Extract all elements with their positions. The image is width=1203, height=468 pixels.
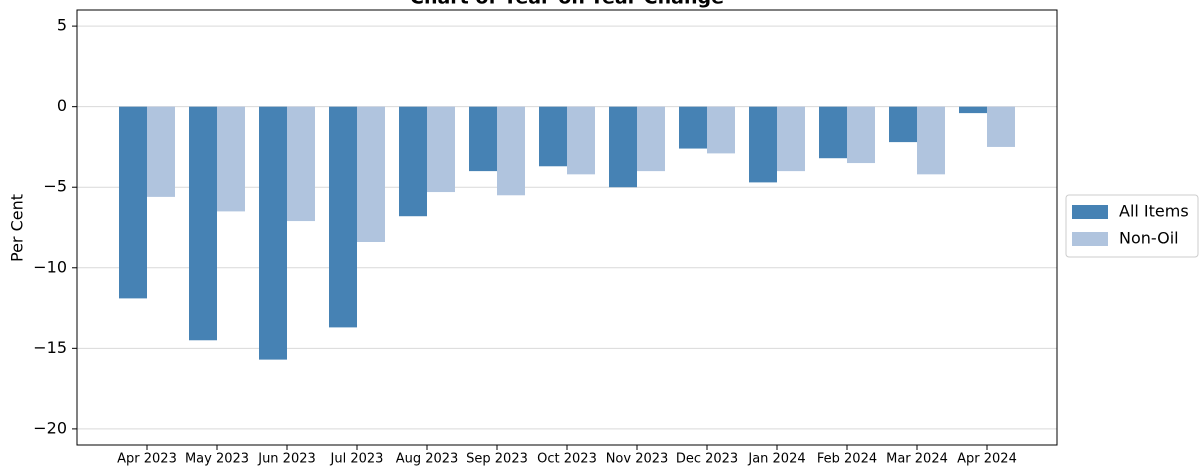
x-tick-label: Oct 2023	[537, 452, 597, 467]
y-tick-label: 0	[57, 96, 67, 115]
x-tick-label: Aug 2023	[396, 452, 459, 467]
x-tick-label: Apr 2023	[117, 452, 177, 467]
bar	[609, 106, 637, 188]
x-tick-label: Jul 2023	[330, 452, 384, 467]
x-tick-label: Sep 2023	[466, 452, 528, 467]
chart-title: Chart of Year-on-Year Change	[410, 0, 724, 9]
bar	[847, 106, 875, 164]
bar	[749, 106, 777, 183]
bar	[959, 106, 987, 114]
bar	[679, 106, 707, 149]
x-tick-label: Dec 2023	[676, 452, 738, 467]
bar	[567, 106, 595, 175]
bar	[707, 106, 735, 154]
bar	[119, 106, 147, 299]
bar	[287, 106, 315, 222]
bar	[469, 106, 497, 172]
bar	[399, 106, 427, 217]
bar	[637, 106, 665, 172]
bar	[889, 106, 917, 143]
bar	[917, 106, 945, 175]
legend-swatch	[1072, 232, 1108, 246]
bar	[357, 106, 385, 243]
y-tick-label: 5	[57, 16, 67, 35]
x-tick-label: Jan 2024	[747, 452, 805, 467]
bar	[427, 106, 455, 193]
bar	[819, 106, 847, 159]
x-tick-label: Feb 2024	[817, 452, 877, 467]
bar	[189, 106, 217, 341]
x-tick-label: Jun 2023	[257, 452, 316, 467]
bar	[777, 106, 805, 172]
x-tick-label: Nov 2023	[606, 452, 669, 467]
x-tick-label: Mar 2024	[886, 452, 948, 467]
bar	[329, 106, 357, 328]
y-tick-label: −15	[33, 338, 67, 357]
bar	[539, 106, 567, 167]
legend-swatch	[1072, 205, 1108, 219]
bar	[259, 106, 287, 360]
x-tick-label: May 2023	[185, 452, 249, 467]
y-tick-label: −10	[33, 257, 67, 276]
y-tick-label: −5	[43, 177, 67, 196]
legend-label: Non-Oil	[1119, 229, 1179, 248]
bar	[147, 106, 175, 197]
y-axis-label: Per Cent	[8, 194, 27, 262]
bar	[217, 106, 245, 212]
x-tick-label: Apr 2024	[957, 452, 1017, 467]
bar	[987, 106, 1015, 147]
y-tick-label: −20	[33, 418, 67, 437]
bar	[497, 106, 525, 196]
plot-frame	[76, 9, 1058, 446]
legend-label: All Items	[1119, 202, 1189, 221]
